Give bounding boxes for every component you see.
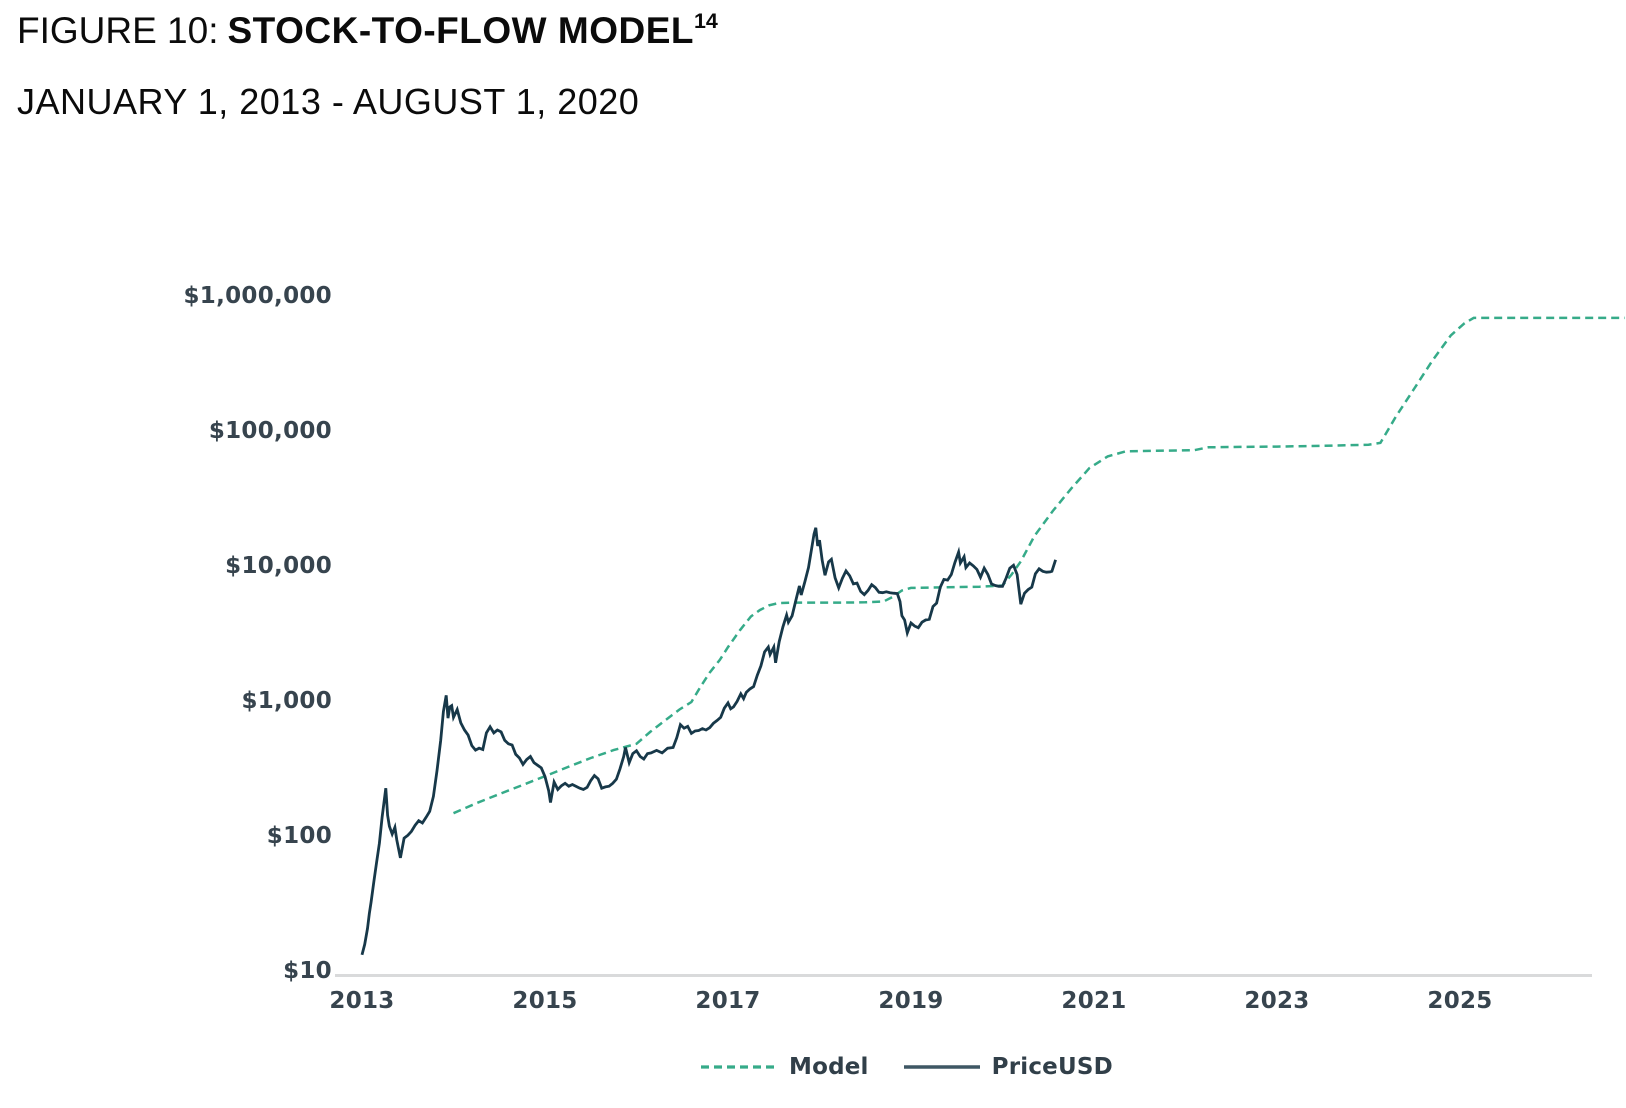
x-axis-tick-label: 2013	[329, 988, 395, 1014]
x-axis-tick-label: 2015	[512, 988, 578, 1014]
y-axis-tick-label: $100	[266, 823, 332, 849]
legend-label-priceusd: PriceUSD	[991, 1054, 1113, 1080]
figure-name: STOCK-TO-FLOW MODEL	[227, 10, 694, 51]
footnote-marker: 14	[693, 8, 718, 33]
model-line-swatch-icon	[701, 1065, 777, 1069]
model-series-path	[452, 316, 1625, 815]
x-axis-tick-label: 2023	[1244, 988, 1310, 1014]
y-axis-tick-label: $100,000	[208, 418, 332, 444]
x-axis-tick-label: 2021	[1061, 988, 1127, 1014]
date-range-subtitle: JANUARY 1, 2013 - AUGUST 1, 2020	[17, 81, 640, 122]
x-axis-tick-label: 2019	[878, 988, 944, 1014]
legend-item-model: Model	[700, 1054, 869, 1080]
legend-item-priceusd: PriceUSD	[903, 1054, 1113, 1080]
y-axis-tick-label: $1,000,000	[183, 283, 332, 309]
x-axis-tick-label: 2025	[1427, 988, 1493, 1014]
y-axis-tick-label: $10	[283, 958, 332, 984]
figure-label: FIGURE 10:	[17, 10, 219, 51]
legend-label-model: Model	[789, 1054, 869, 1080]
priceusd-series-path	[360, 527, 1057, 956]
figure-title: FIGURE 10: STOCK-TO-FLOW MODEL14	[17, 8, 718, 52]
x-axis-tick-label: 2017	[695, 988, 761, 1014]
y-axis-tick-label: $1,000	[241, 688, 332, 714]
y-axis-tick-label: $10,000	[225, 553, 332, 579]
legend: Model PriceUSD	[700, 1054, 1113, 1080]
priceusd-line-swatch-icon	[903, 1065, 980, 1069]
